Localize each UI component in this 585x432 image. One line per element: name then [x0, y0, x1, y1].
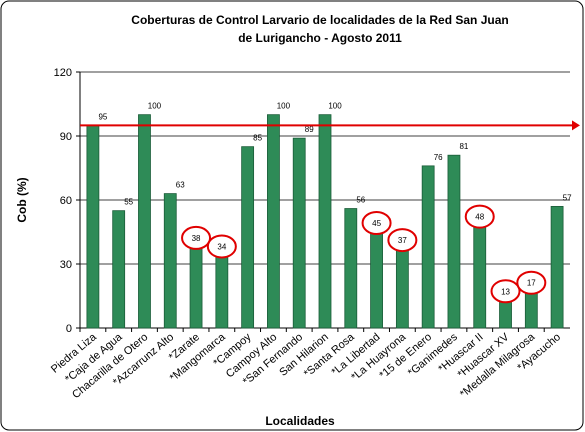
- value-label: 37: [398, 236, 407, 245]
- bar: [395, 248, 409, 329]
- bar: [86, 124, 100, 329]
- y-tick-label: 120: [54, 67, 72, 79]
- highlight-circle: [464, 204, 495, 229]
- y-axis-label: Cob (%): [15, 177, 29, 222]
- value-label: 38: [192, 234, 201, 243]
- value-label: 34: [217, 242, 226, 251]
- y-tick-label: 30: [60, 259, 72, 271]
- value-label: 76: [434, 153, 443, 162]
- value-label: 48: [475, 213, 484, 222]
- bar: [318, 114, 332, 329]
- highlight-circle: [206, 234, 237, 259]
- highlight-circle: [490, 279, 521, 304]
- reference-arrow: [572, 120, 580, 131]
- value-label: 85: [253, 134, 262, 143]
- bar: [163, 193, 177, 329]
- value-label: 17: [527, 279, 536, 288]
- value-label: 89: [305, 125, 314, 134]
- value-label: 63: [176, 181, 185, 190]
- bar: [421, 165, 435, 329]
- value-label: 100: [328, 102, 342, 111]
- highlight-circle: [181, 225, 212, 250]
- bar: [189, 246, 203, 329]
- bar: [112, 210, 126, 329]
- x-axis-label: Localidades: [265, 414, 335, 428]
- value-label: 100: [277, 102, 291, 111]
- value-label: 45: [372, 219, 381, 228]
- value-label: 57: [563, 193, 572, 202]
- y-tick-label: 60: [60, 195, 72, 207]
- chart-title: Coberturas de Control Larvario de locali…: [131, 13, 508, 27]
- bar: [138, 114, 151, 329]
- highlight-circle: [361, 211, 392, 235]
- value-label: 100: [148, 102, 162, 111]
- bar: [292, 137, 306, 329]
- bar: [447, 154, 461, 329]
- value-label: 56: [356, 196, 365, 205]
- bar: [215, 255, 229, 329]
- bar: [524, 291, 538, 329]
- value-label: 55: [124, 198, 133, 207]
- chart-title: de Lurigancho - Agosto 2011: [238, 31, 402, 45]
- bar: [499, 299, 512, 329]
- bar: [550, 205, 564, 329]
- highlight-circle: [516, 270, 547, 295]
- value-label: 13: [501, 287, 510, 296]
- y-tick-label: 0: [66, 323, 72, 335]
- value-label: 95: [98, 112, 107, 121]
- bar: [344, 208, 358, 329]
- bar: [473, 225, 487, 329]
- bar: [370, 231, 383, 329]
- value-label: 81: [459, 142, 468, 151]
- y-tick-label: 90: [60, 131, 72, 143]
- highlight-circle: [387, 228, 418, 253]
- bar: [267, 114, 280, 329]
- bar: [241, 146, 255, 329]
